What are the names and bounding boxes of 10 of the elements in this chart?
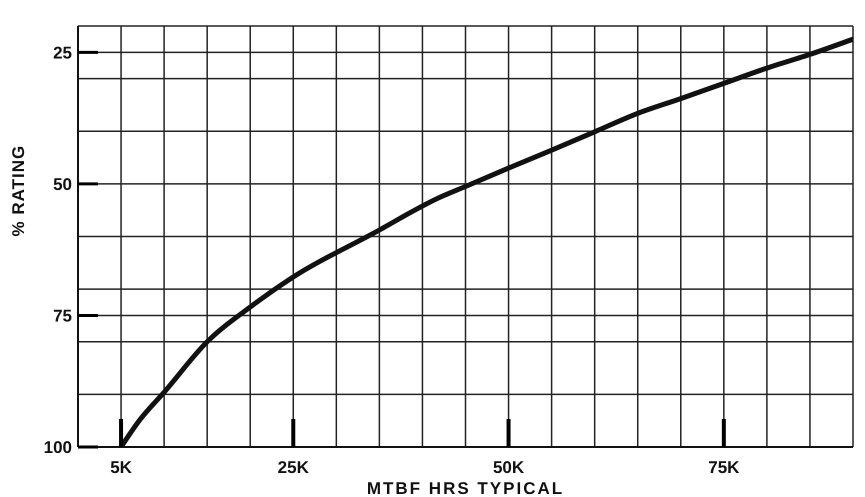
y-tick-label: 75	[53, 306, 72, 326]
x-axis-title: MTBF HRS TYPICAL	[366, 479, 564, 497]
y-tick-label: 50	[53, 174, 72, 194]
x-tick-label: 5K	[110, 458, 133, 477]
x-tick-label: 25K	[278, 458, 310, 477]
y-axis-title: % RATING	[9, 144, 28, 236]
x-tick-label: 75K	[708, 458, 740, 477]
x-tick-label: 50K	[492, 458, 525, 477]
y-tick-label: 25	[53, 43, 72, 62]
y-tick-label: 100	[44, 438, 72, 457]
